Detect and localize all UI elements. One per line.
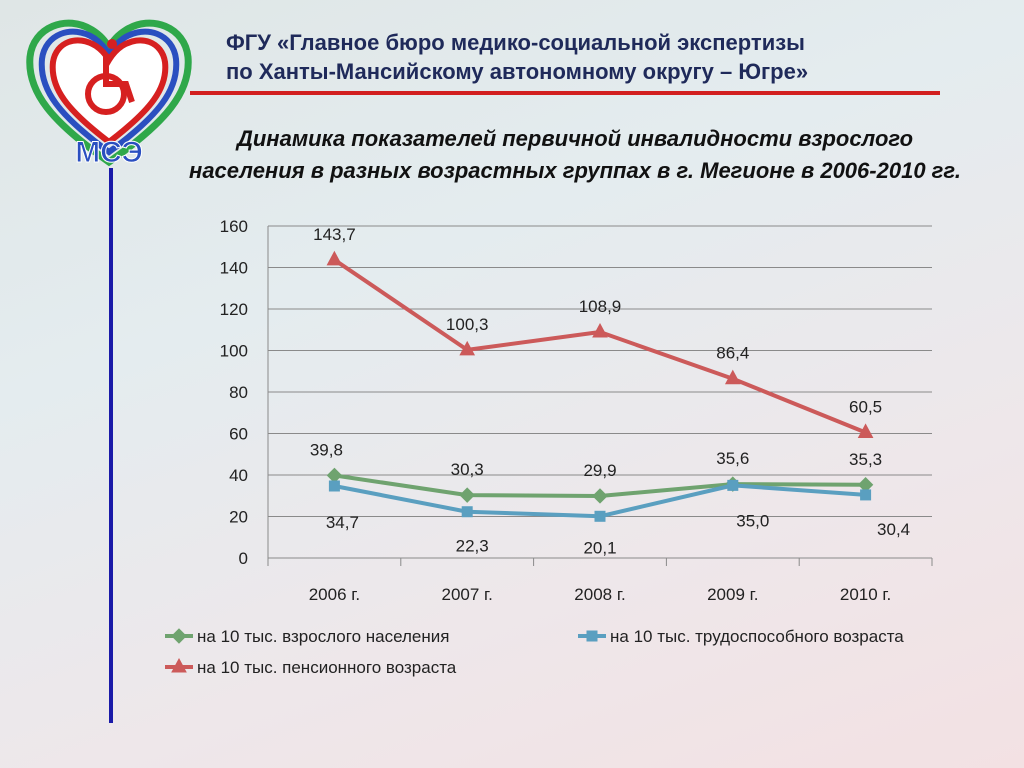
y-tick-label: 40 xyxy=(229,466,248,485)
y-tick-label: 80 xyxy=(229,383,248,402)
data-label: 35,0 xyxy=(736,511,769,530)
data-label: 35,3 xyxy=(849,450,882,469)
data-point xyxy=(459,340,476,356)
header-divider xyxy=(190,91,940,95)
data-point xyxy=(592,322,608,338)
data-point xyxy=(592,488,608,504)
data-label: 143,7 xyxy=(313,225,356,244)
y-tick-label: 140 xyxy=(220,259,248,278)
legend-label: на 10 тыс. пенсионного возраста xyxy=(197,658,457,677)
data-point xyxy=(727,479,739,491)
data-label: 30,3 xyxy=(451,460,484,479)
x-tick-label: 2008 г. xyxy=(574,585,625,604)
legend-label: на 10 тыс. взрослого населения xyxy=(197,627,449,646)
data-label: 108,9 xyxy=(579,297,622,316)
x-tick-label: 2007 г. xyxy=(442,585,493,604)
mse-logo: МСЭ xyxy=(26,19,192,170)
legend-marker xyxy=(586,630,598,642)
org-line-2: по Ханты-Мансийскому автономному округу … xyxy=(226,59,809,84)
data-point xyxy=(326,250,343,266)
data-point xyxy=(461,506,473,518)
side-divider xyxy=(109,168,113,723)
data-point xyxy=(326,467,343,484)
data-label: 35,6 xyxy=(716,449,749,468)
legend-marker xyxy=(171,657,187,673)
y-tick-label: 0 xyxy=(239,549,248,568)
data-label: 100,3 xyxy=(446,315,489,334)
data-label: 34,7 xyxy=(326,513,359,532)
y-tick-label: 100 xyxy=(220,342,248,361)
legend-marker xyxy=(171,628,187,644)
y-tick-label: 60 xyxy=(229,425,248,444)
logo-text: МСЭ xyxy=(75,136,143,169)
data-label: 20,1 xyxy=(583,538,616,557)
x-tick-label: 2010 г. xyxy=(840,585,891,604)
x-tick-label: 2009 г. xyxy=(707,585,758,604)
data-label: 29,9 xyxy=(583,461,616,480)
data-label: 60,5 xyxy=(849,397,882,416)
data-point xyxy=(860,489,872,501)
data-label: 39,8 xyxy=(310,440,343,459)
wheelchair-icon xyxy=(85,39,135,115)
legend-label: на 10 тыс. трудоспособного возраста xyxy=(610,627,904,646)
data-point xyxy=(459,487,475,503)
slide-title: Динамика показателей первичной инвалидно… xyxy=(150,123,1000,187)
data-label: 30,4 xyxy=(877,520,910,539)
title-line-1: Динамика показателей первичной инвалидно… xyxy=(236,126,914,151)
data-point xyxy=(594,510,606,522)
data-point xyxy=(328,480,340,492)
series-line xyxy=(333,258,867,435)
y-tick-label: 120 xyxy=(220,300,248,319)
data-point xyxy=(857,423,874,438)
x-tick-label: 2006 г. xyxy=(309,585,360,604)
y-tick-label: 160 xyxy=(220,217,248,236)
data-point xyxy=(724,369,741,385)
data-label: 22,3 xyxy=(456,537,489,556)
org-line-1: ФГУ «Главное бюро медико-социальной эксп… xyxy=(226,30,805,55)
organization-name: ФГУ «Главное бюро медико-социальной эксп… xyxy=(226,28,926,86)
title-line-2: населения в разных возрастных группах в … xyxy=(189,158,961,183)
data-label: 86,4 xyxy=(716,344,749,363)
y-tick-label: 20 xyxy=(229,508,248,527)
